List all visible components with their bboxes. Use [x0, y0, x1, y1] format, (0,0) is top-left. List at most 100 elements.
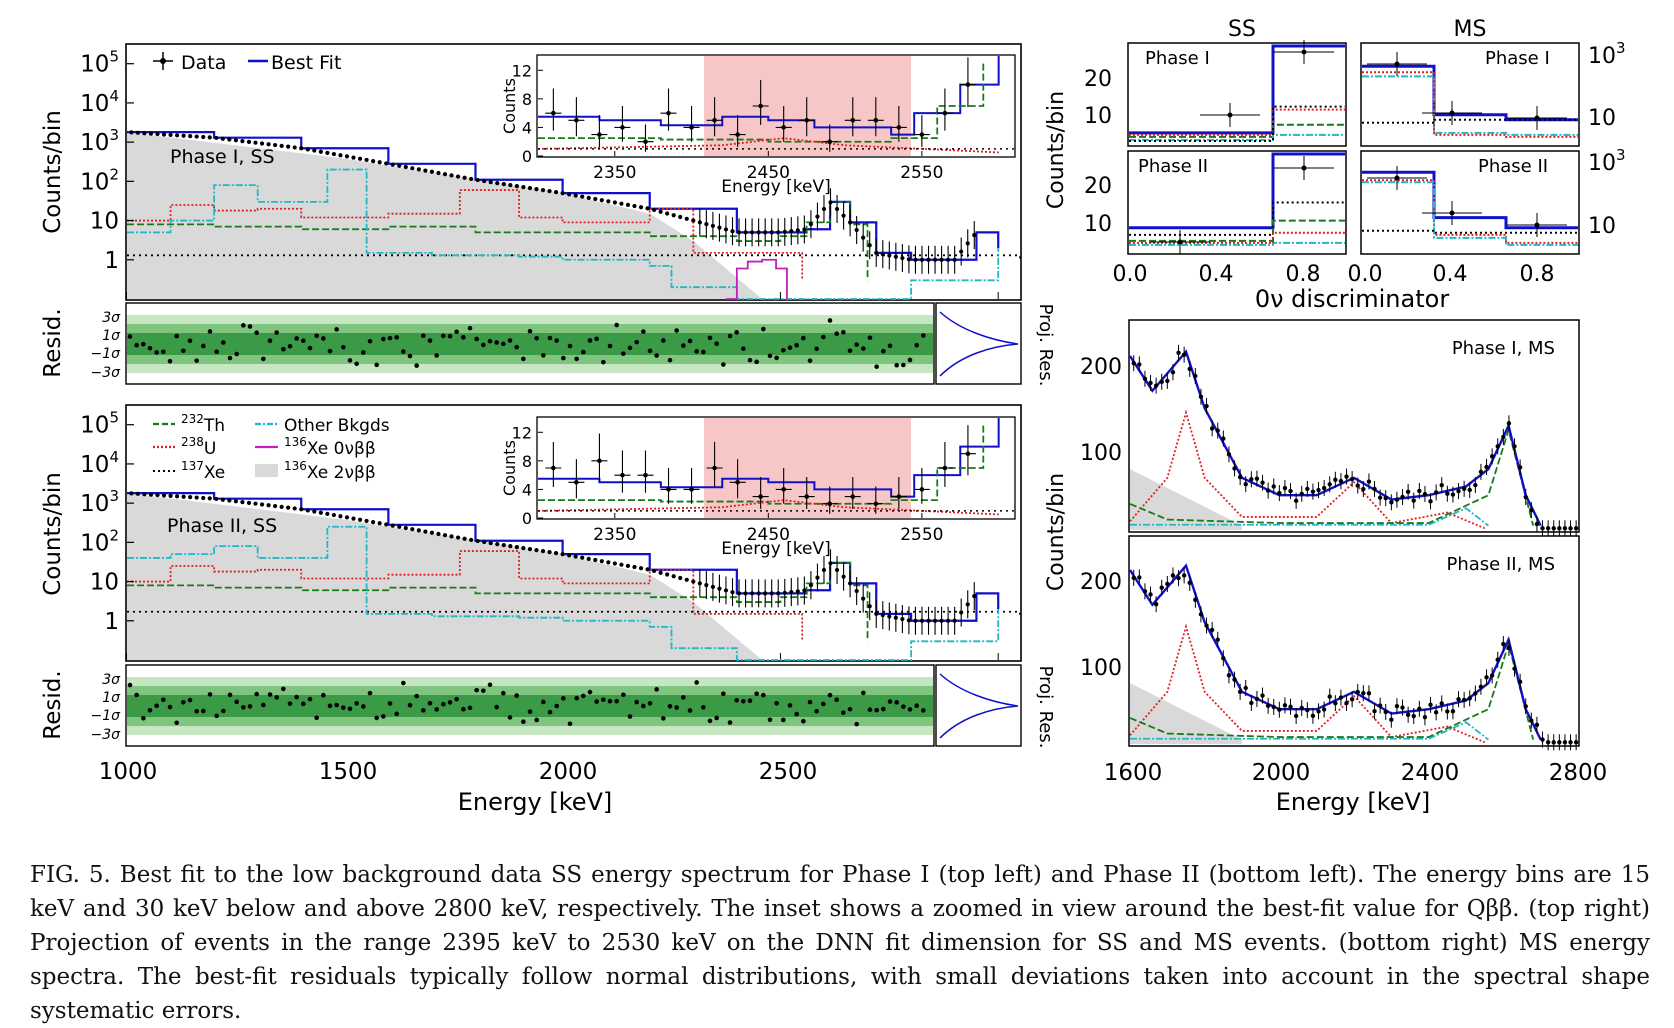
ms-u-line: [1129, 623, 1486, 744]
resid-point: [134, 342, 139, 348]
resid-point: [494, 340, 499, 345]
data-point: [580, 194, 585, 199]
resid-point: [801, 718, 806, 724]
data-point: [240, 138, 245, 144]
resid-point: [921, 708, 926, 713]
inset-data-point: [735, 479, 740, 485]
data-point: [174, 494, 180, 499]
data-point: [384, 522, 389, 527]
inset-y-tick-label: 12: [512, 61, 532, 80]
data-point: [514, 545, 519, 550]
data-point: [207, 496, 212, 501]
ms-point: [1316, 487, 1321, 493]
resid-point: [321, 336, 326, 341]
ms-point: [1545, 526, 1551, 531]
ms-point: [1254, 476, 1260, 481]
data-point: [560, 191, 565, 196]
data-point: [371, 158, 376, 164]
inset-y-tick-label: 8: [522, 452, 532, 471]
data-point: [292, 145, 297, 150]
resid-point: [854, 342, 859, 347]
inset-x-tick-label: 2350: [593, 525, 636, 545]
data-point: [220, 497, 225, 502]
data-point: [442, 533, 448, 538]
inset-data-point: [896, 125, 902, 130]
resid-point: [661, 716, 666, 721]
resid-point: [394, 711, 399, 717]
data-point: [841, 574, 846, 579]
y-tick-label: 1: [104, 248, 119, 274]
data-point: [867, 243, 872, 248]
ms-point: [1557, 740, 1562, 745]
panel-phase-ii-ss: Phase II, SS Counts/bin 110102103104105 …: [40, 404, 1022, 662]
data-point: [834, 567, 840, 573]
ms-point: [1243, 481, 1248, 487]
ms-point: [1517, 465, 1523, 470]
ms-point: [1260, 693, 1265, 698]
inset-data-point: [804, 117, 810, 123]
data-point: [469, 176, 474, 182]
legend-bestfit-label: Best Fit: [271, 52, 341, 74]
resid-point: [161, 697, 166, 703]
data-point: [900, 616, 905, 622]
panel-title-phase-i-ss: Phase I, SS: [170, 146, 275, 168]
data-point: [318, 149, 323, 154]
ms-point: [1260, 480, 1265, 485]
legend-data-label: Data: [181, 52, 226, 74]
legend-th232: 232Th: [181, 412, 225, 436]
y-tick-label: 1: [104, 609, 119, 635]
resid-point: [901, 362, 906, 368]
inset-data-point: [827, 501, 833, 507]
ms-point: [1389, 500, 1394, 505]
resid-point: [207, 692, 213, 697]
ms-point: [1540, 526, 1545, 531]
data-point: [736, 230, 742, 235]
data-point: [691, 218, 696, 223]
ms-point: [1489, 454, 1495, 459]
data-point: [148, 131, 154, 136]
resid-point: [154, 350, 159, 355]
data-point: [338, 514, 343, 519]
resid-point: [334, 702, 339, 708]
data-point: [246, 139, 252, 144]
resid-point: [194, 358, 199, 363]
ms-point: [1282, 485, 1288, 491]
data-point: [227, 498, 232, 503]
data-point: [906, 257, 912, 262]
svg-text:2000: 2000: [1252, 760, 1311, 786]
inset-data-point: [735, 132, 740, 137]
data-point: [671, 574, 676, 579]
resid-point: [581, 693, 586, 699]
inset-y-tick-label: 4: [522, 118, 532, 137]
data-point: [638, 205, 644, 210]
resid-point: [847, 348, 853, 354]
data-point: [416, 167, 421, 172]
resid-point: [201, 708, 206, 714]
data-point: [475, 538, 480, 544]
ms-point: [1288, 704, 1293, 709]
inset-data-point: [850, 494, 856, 499]
inset-data-point: [689, 487, 694, 492]
ms-point: [1215, 637, 1220, 642]
data-point: [338, 153, 343, 158]
ss-phase-i-label: Phase I: [1145, 48, 1210, 69]
resid-point: [734, 697, 739, 703]
resid-point: [827, 318, 833, 323]
data-point: [181, 494, 186, 499]
data-point: [625, 202, 631, 207]
ms-point: [1271, 484, 1276, 489]
ms-phase-ii-label: Phase II: [1478, 156, 1548, 177]
inset-data-point: [666, 110, 671, 116]
resid-point: [521, 719, 526, 725]
y-tick-label: 105: [80, 48, 119, 78]
resid-point: [914, 342, 919, 348]
ms-point: [1394, 704, 1400, 709]
resid-point: [601, 359, 606, 365]
resid-point: [394, 335, 399, 340]
resid-point: [174, 720, 179, 726]
ms-point: [1372, 709, 1377, 714]
data-point: [547, 189, 552, 194]
data-point: [351, 155, 356, 160]
ms-point: [1305, 486, 1310, 492]
resid2-points: [127, 680, 926, 727]
